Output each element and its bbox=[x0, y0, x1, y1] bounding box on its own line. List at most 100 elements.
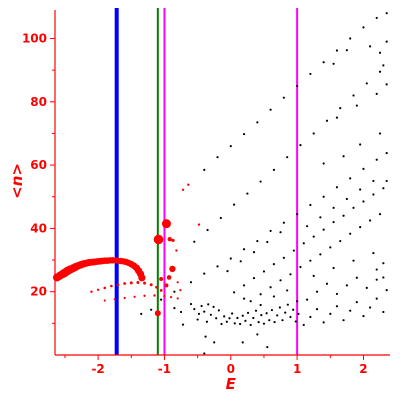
data-point-black bbox=[246, 192, 249, 195]
data-point-red bbox=[143, 281, 147, 285]
data-point-black bbox=[382, 187, 385, 190]
data-point-red bbox=[176, 297, 179, 300]
data-point-black bbox=[302, 323, 305, 327]
data-point-black bbox=[299, 144, 302, 147]
data-point-black bbox=[207, 303, 210, 306]
x-tick-label: 0 bbox=[227, 362, 235, 376]
data-point-black bbox=[385, 12, 388, 15]
data-point-black bbox=[372, 193, 375, 196]
data-point-black bbox=[309, 203, 312, 207]
data-point-red bbox=[163, 294, 166, 298]
data-point-black bbox=[322, 61, 325, 64]
data-point-black bbox=[286, 303, 289, 306]
data-point-black bbox=[239, 260, 242, 263]
data-point-black bbox=[262, 270, 266, 273]
data-point-black bbox=[286, 156, 289, 159]
data-point-black bbox=[299, 265, 302, 269]
data-point-black bbox=[332, 220, 335, 224]
data-point-black bbox=[319, 216, 322, 219]
data-point-black bbox=[345, 49, 348, 52]
data-point-black bbox=[226, 270, 229, 273]
data-point-black bbox=[296, 213, 299, 216]
tick-labels: -2 -1 0 1 2 20 40 60 80 100 bbox=[22, 31, 368, 376]
y-axis-label: <n> bbox=[8, 163, 26, 199]
data-point-black bbox=[256, 239, 259, 243]
data-point-black bbox=[233, 203, 236, 206]
data-point-black bbox=[349, 309, 352, 312]
data-point-black bbox=[312, 274, 315, 277]
data-point-black bbox=[322, 162, 325, 165]
data-point-red bbox=[103, 286, 107, 290]
data-point-black bbox=[345, 197, 348, 201]
data-point-black bbox=[203, 168, 206, 171]
data-point-black bbox=[216, 156, 219, 159]
data-point-red bbox=[153, 294, 156, 297]
data-point-black bbox=[368, 219, 372, 222]
data-point-black bbox=[286, 289, 289, 292]
data-point-black bbox=[213, 341, 216, 344]
data-point-black bbox=[332, 206, 335, 209]
data-point-black bbox=[266, 345, 269, 349]
scatter-points bbox=[52, 12, 388, 355]
data-point-red bbox=[123, 282, 127, 285]
data-point-black bbox=[233, 322, 236, 325]
data-point-black bbox=[312, 235, 315, 238]
data-point-black bbox=[375, 278, 378, 281]
data-point-black bbox=[242, 297, 246, 300]
data-point-black bbox=[242, 284, 246, 287]
data-point-red bbox=[133, 295, 136, 298]
data-point-black bbox=[309, 259, 312, 262]
data-point-black bbox=[378, 51, 382, 54]
data-point-red bbox=[90, 290, 93, 293]
data-point-black bbox=[339, 107, 342, 110]
data-point-black bbox=[375, 92, 378, 95]
data-point-black bbox=[212, 305, 215, 308]
data-point-black bbox=[254, 309, 258, 312]
y-tick-label: 60 bbox=[30, 158, 47, 172]
data-point-black bbox=[282, 256, 285, 259]
data-point-red bbox=[159, 289, 163, 292]
data-point-black bbox=[382, 262, 385, 265]
data-point-black bbox=[209, 313, 212, 316]
data-point-black bbox=[196, 318, 199, 321]
data-point-red bbox=[181, 188, 185, 191]
data-point-black bbox=[332, 62, 335, 65]
data-point-black bbox=[246, 311, 250, 315]
data-point-black bbox=[252, 251, 256, 254]
data-point-black bbox=[256, 333, 259, 336]
data-point-black bbox=[252, 316, 255, 320]
data-point-black bbox=[322, 228, 325, 231]
data-point-red bbox=[155, 285, 158, 289]
data-point-black bbox=[335, 116, 339, 119]
data-point-black bbox=[173, 307, 176, 310]
data-point-red bbox=[176, 281, 179, 284]
data-point-black bbox=[375, 16, 378, 20]
data-point-black bbox=[282, 221, 285, 224]
data-point-black bbox=[272, 263, 276, 266]
data-point-black bbox=[359, 226, 362, 229]
data-point-black bbox=[206, 228, 209, 232]
data-point-black bbox=[352, 94, 355, 97]
data-point-red bbox=[167, 236, 172, 242]
x-tick-label: 1 bbox=[293, 362, 301, 376]
data-point-black bbox=[197, 312, 201, 315]
data-point-black bbox=[278, 306, 281, 309]
data-point-red bbox=[138, 274, 146, 282]
data-point-black bbox=[269, 286, 272, 289]
data-point-black bbox=[335, 49, 339, 52]
data-point-black bbox=[249, 323, 252, 327]
data-point-black bbox=[305, 225, 309, 228]
data-point-black bbox=[365, 286, 368, 289]
data-point-black bbox=[292, 249, 295, 252]
data-point-red bbox=[96, 288, 100, 291]
data-point-black bbox=[260, 314, 263, 317]
vertical-reference-lines bbox=[114, 8, 299, 355]
data-point-black bbox=[220, 322, 223, 326]
data-point-black bbox=[352, 259, 355, 262]
data-point-black bbox=[296, 84, 299, 88]
data-point-black bbox=[325, 282, 329, 285]
data-point-black bbox=[362, 26, 365, 29]
data-point-black bbox=[215, 317, 218, 320]
data-point-black bbox=[225, 320, 228, 323]
